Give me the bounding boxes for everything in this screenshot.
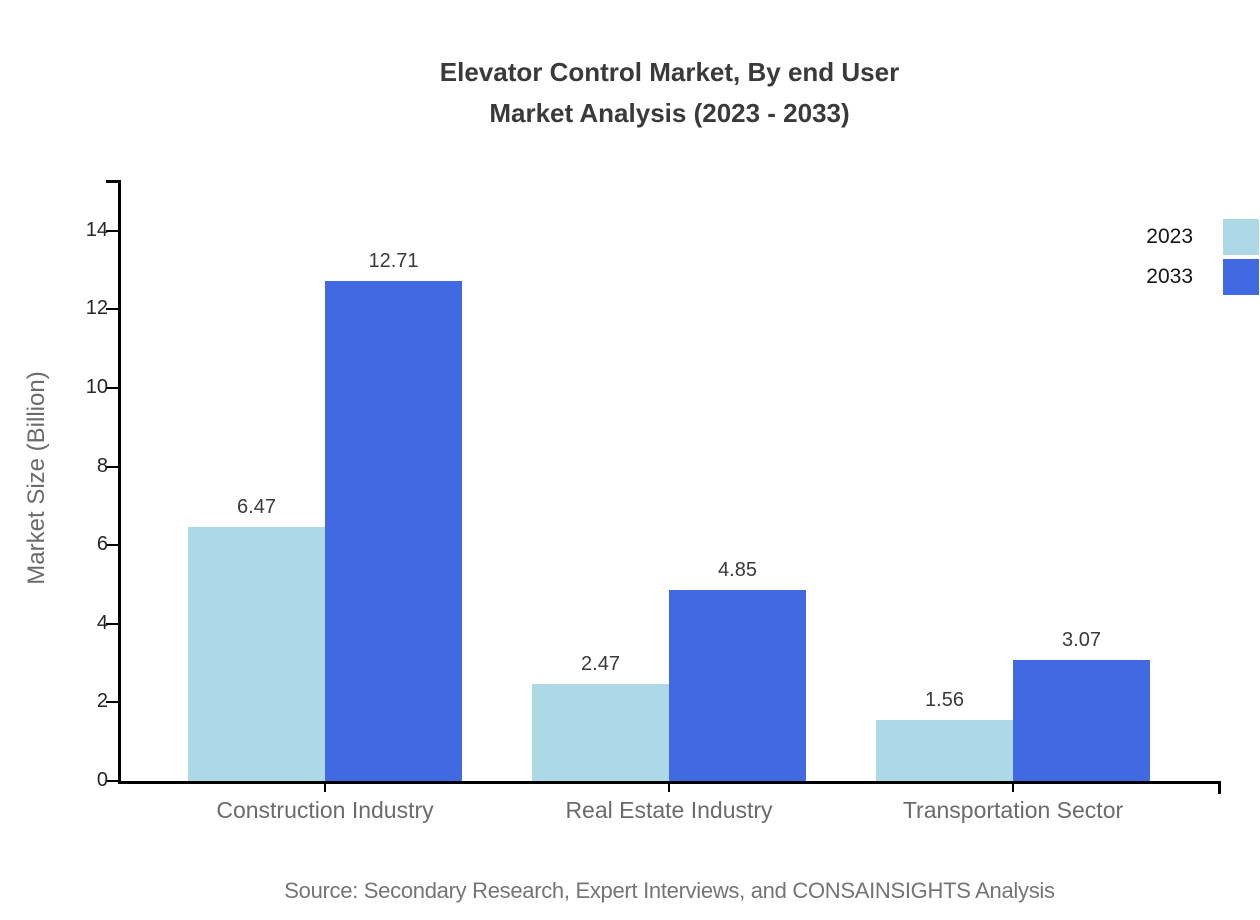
x-tick — [668, 781, 670, 792]
y-tick-label: 12 — [85, 297, 108, 320]
y-axis-top-cap — [106, 180, 118, 183]
y-tick — [106, 387, 118, 389]
x-tick — [1012, 781, 1014, 792]
y-tick-label: 10 — [85, 376, 108, 398]
legend-swatch-2023 — [1223, 219, 1259, 255]
y-tick — [106, 308, 118, 311]
category-label: Transportation Sector — [902, 797, 1124, 823]
legend-swatch-2033 — [1223, 259, 1259, 295]
bar-2023 — [532, 683, 669, 781]
legend: 2023 2033 — [1146, 219, 1259, 299]
value-label: 4.85 — [718, 559, 757, 582]
y-tick — [106, 780, 118, 782]
y-tick — [106, 701, 118, 704]
chart-title-line2: Market Analysis (2023 - 2033) — [489, 98, 850, 128]
y-tick-label: 14 — [85, 218, 108, 241]
value-label: 1.56 — [925, 688, 964, 711]
y-tick — [106, 622, 118, 625]
y-tick — [106, 229, 118, 232]
chart-title-line1: Elevator Control Market, By end User — [439, 57, 900, 87]
y-tick-label: 0 — [96, 769, 108, 791]
y-tick-label: 2 — [96, 690, 108, 713]
source-note: Source: Secondary Research, Expert Inter… — [284, 878, 1055, 903]
bar-2033 — [669, 590, 806, 781]
y-axis-line — [118, 180, 121, 784]
value-label: 6.47 — [237, 495, 276, 518]
value-label: 3.07 — [1062, 629, 1101, 652]
plot-area: 0 2 4 6 8 10 12 14 Construction Industry 6.47 12.7… — [86, 180, 1221, 823]
bar-2033 — [1013, 660, 1150, 781]
chart-title: Elevator Control Market, By end User Mar… — [118, 52, 1221, 134]
bar-2023 — [188, 526, 325, 781]
value-label: 12.71 — [368, 250, 419, 273]
y-axis-title: Market Size (Billion) — [23, 371, 50, 585]
legend-item-2023: 2023 — [1146, 219, 1259, 255]
category-label: Real Estate Industry — [565, 797, 773, 823]
bar-2023 — [876, 719, 1013, 781]
bar-2033 — [325, 281, 462, 781]
x-axis-end-cap — [1218, 781, 1221, 794]
y-tick — [106, 544, 118, 547]
y-tick-label: 4 — [96, 611, 108, 634]
y-tick-label: 6 — [96, 533, 108, 556]
value-label: 2.47 — [581, 652, 620, 675]
legend-label-2033: 2033 — [1146, 265, 1193, 288]
legend-item-2033: 2033 — [1146, 259, 1259, 295]
category-label: Construction Industry — [216, 797, 434, 823]
legend-label-2023: 2023 — [1146, 225, 1193, 248]
y-tick — [106, 465, 118, 468]
x-tick — [324, 781, 326, 792]
y-tick-label: 8 — [96, 454, 108, 477]
